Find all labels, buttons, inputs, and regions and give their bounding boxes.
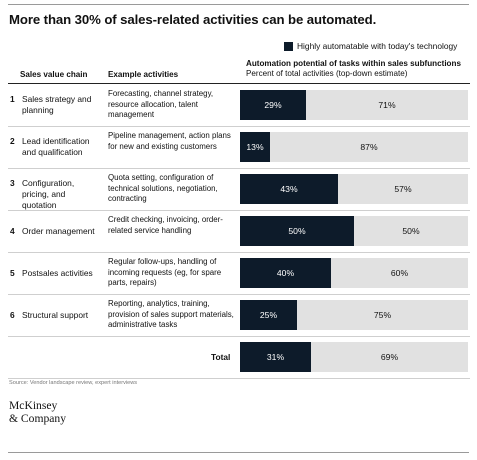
- bar-remaining: [311, 342, 468, 372]
- row-number: 3: [10, 178, 15, 188]
- example-activities: Quota setting, configuration of technica…: [108, 173, 218, 204]
- total-label: Total: [211, 352, 231, 362]
- value-chain-name: Structural support: [22, 310, 89, 320]
- bar-track: 40% 60%: [240, 258, 468, 288]
- row-number: 2: [10, 136, 15, 146]
- activities-header: Example activities: [108, 70, 179, 79]
- row-number: 1: [10, 94, 15, 104]
- logo-line-1: McKinsey: [9, 399, 58, 412]
- example-activities: Forecasting, channel strategy, resource …: [108, 89, 214, 120]
- example-activities: Credit checking, invoicing, order-relate…: [108, 215, 223, 235]
- bar-remaining-value: 69%: [380, 352, 399, 362]
- bar-automatable-value: 31%: [266, 352, 285, 362]
- bar-track: 25% 75%: [240, 300, 468, 330]
- example-activities: Reporting, analytics, training, provisio…: [108, 299, 234, 330]
- value-chain-name: Configuration, pricing, and quotation: [22, 178, 75, 210]
- bar-automatable: [240, 90, 306, 120]
- bar-remaining: [354, 216, 468, 246]
- row-number: 6: [10, 310, 15, 320]
- row-divider: [8, 210, 470, 211]
- bar-remaining: [270, 132, 468, 162]
- legend-swatch: [284, 41, 293, 51]
- bar-remaining-value: 60%: [390, 268, 409, 278]
- bar-remaining: [306, 90, 468, 120]
- bar-remaining: [331, 258, 468, 288]
- bar-automatable: [240, 216, 354, 246]
- bar-automatable-value: 43%: [280, 184, 298, 194]
- bottom-border: [8, 452, 469, 453]
- bar-automatable-value: 50%: [288, 226, 306, 236]
- value-chain-name: Postsales activities: [22, 268, 93, 278]
- legend-label: Highly automatable with today's technolo…: [297, 41, 458, 51]
- bar-remaining: [338, 174, 468, 204]
- row-number: 4: [10, 226, 15, 236]
- example-activities: Pipeline management, action plans for ne…: [108, 131, 231, 151]
- automation-header-title: Automation potential of tasks within sal…: [246, 59, 461, 68]
- value-chain-header: Sales value chain: [20, 70, 88, 79]
- source-note: Source: Vendor landscape review, expert …: [9, 380, 138, 386]
- bar-automatable-value: 40%: [276, 268, 295, 278]
- mckinsey-logo: McKinsey & Company: [9, 399, 67, 425]
- bar-remaining-value: 87%: [360, 142, 378, 152]
- row-divider: [8, 126, 470, 127]
- row-divider: [8, 378, 470, 379]
- bar-automatable: [240, 300, 297, 330]
- bar-remaining-value: 75%: [373, 310, 392, 320]
- row-divider: [8, 294, 470, 295]
- bar-track: 13% 87%: [240, 132, 468, 162]
- bar-track: 29% 71%: [240, 90, 468, 120]
- bar-automatable-value: 29%: [264, 100, 282, 110]
- bar-track: 43% 57%: [240, 174, 468, 204]
- value-chain-name: Sales strategy and planning: [22, 94, 92, 115]
- row-number: 5: [10, 268, 15, 278]
- logo-line-2: & Company: [9, 411, 67, 425]
- bar-remaining-value: 71%: [378, 100, 396, 110]
- bar-remaining-value: 50%: [402, 226, 420, 236]
- bar-automatable: [240, 132, 270, 162]
- example-activities: Regular follow-ups, handling of incoming…: [108, 257, 222, 288]
- row-divider: [8, 336, 470, 337]
- top-border: [8, 4, 469, 5]
- row-divider: [8, 252, 470, 253]
- bar-automatable-value: 13%: [246, 142, 264, 152]
- bar-remaining-value: 57%: [394, 184, 412, 194]
- bar-track: 31% 69%: [240, 342, 468, 372]
- bar-remaining: [297, 300, 468, 330]
- value-chain-name: Lead identification and qualification: [22, 136, 90, 157]
- bar-track: 50% 50%: [240, 216, 468, 246]
- value-chain-name: Order management: [22, 226, 95, 236]
- bar-automatable: [240, 174, 338, 204]
- automation-header-subtitle: Percent of total activities (top-down es…: [246, 69, 408, 78]
- bar-automatable: [240, 342, 311, 372]
- bar-automatable: [240, 258, 331, 288]
- row-divider: [8, 168, 470, 169]
- header-rule: [8, 83, 470, 84]
- chart-title: More than 30% of sales-related activitie…: [9, 12, 377, 27]
- legend: Highly automatable with today's technolo…: [284, 41, 457, 51]
- bar-automatable-value: 25%: [259, 310, 278, 320]
